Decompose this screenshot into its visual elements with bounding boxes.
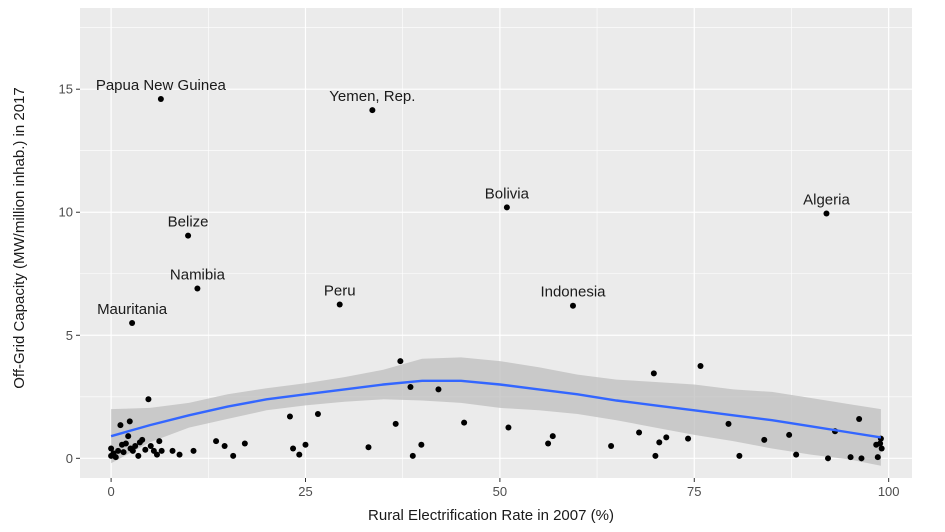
data-point bbox=[736, 452, 743, 459]
major-gridlines bbox=[80, 8, 912, 478]
data-point bbox=[856, 415, 863, 422]
data-point bbox=[115, 447, 122, 454]
data-point bbox=[122, 440, 129, 447]
point-label: Bolivia bbox=[485, 185, 530, 202]
labeled-data-point bbox=[369, 107, 376, 114]
data-point bbox=[877, 440, 884, 447]
confidence-band bbox=[111, 357, 881, 466]
data-point bbox=[176, 451, 183, 458]
data-point bbox=[636, 429, 643, 436]
data-point bbox=[397, 358, 404, 365]
labeled-data-point bbox=[569, 302, 576, 309]
y-tick-label: 10 bbox=[59, 205, 73, 220]
point-labels: Papua New Guinea Yemen, Rep. Belize Namibia… bbox=[96, 77, 851, 318]
data-point bbox=[117, 422, 124, 429]
point-label: Mauritania bbox=[97, 301, 168, 318]
y-tick-label: 15 bbox=[59, 82, 73, 97]
data-point bbox=[786, 431, 793, 438]
data-point bbox=[407, 383, 414, 390]
data-point bbox=[545, 440, 552, 447]
data-point bbox=[135, 452, 142, 459]
data-point bbox=[663, 434, 670, 441]
data-point bbox=[241, 440, 248, 447]
x-tick-label: 75 bbox=[687, 484, 701, 499]
data-point bbox=[112, 454, 119, 461]
labeled-data-point bbox=[185, 232, 192, 239]
point-label: Algeria bbox=[803, 191, 850, 208]
data-point bbox=[190, 447, 197, 454]
y-tick-label: 0 bbox=[66, 451, 73, 466]
labeled-data-point bbox=[194, 285, 201, 292]
x-axis-title: Rural Electrification Rate in 2007 (%) bbox=[368, 507, 614, 524]
labeled-data-point bbox=[157, 96, 164, 103]
data-point bbox=[221, 443, 228, 450]
labeled-data-point bbox=[503, 204, 510, 211]
data-point bbox=[392, 420, 399, 427]
data-point bbox=[418, 441, 425, 448]
data-point bbox=[793, 451, 800, 458]
data-point bbox=[169, 447, 176, 454]
point-label: Belize bbox=[168, 214, 209, 231]
labeled-data-point bbox=[336, 301, 343, 308]
data-point bbox=[230, 452, 237, 459]
data-point bbox=[365, 444, 372, 451]
data-point bbox=[125, 433, 132, 440]
data-point bbox=[286, 413, 293, 420]
data-point bbox=[825, 455, 832, 462]
data-point bbox=[878, 445, 885, 452]
data-point bbox=[650, 370, 657, 377]
x-axis-ticks: 0 25 50 75 100 bbox=[107, 478, 900, 499]
data-point bbox=[435, 386, 442, 393]
data-point bbox=[158, 447, 165, 454]
data-point bbox=[290, 445, 297, 452]
data-point bbox=[129, 447, 136, 454]
data-point bbox=[652, 452, 659, 459]
data-point bbox=[120, 449, 127, 456]
point-label: Yemen, Rep. bbox=[329, 88, 415, 105]
data-point bbox=[505, 424, 512, 431]
point-label: Peru bbox=[324, 283, 356, 300]
data-point bbox=[656, 439, 663, 446]
data-point bbox=[874, 454, 881, 461]
data-point bbox=[761, 436, 768, 443]
data-point bbox=[139, 436, 146, 443]
data-point bbox=[847, 454, 854, 461]
data-point bbox=[126, 418, 133, 425]
data-point bbox=[314, 411, 321, 418]
y-tick-label: 5 bbox=[66, 328, 73, 343]
y-axis-ticks: 0 5 10 15 bbox=[59, 82, 80, 466]
data-point bbox=[858, 455, 865, 462]
x-tick-label: 25 bbox=[298, 484, 312, 499]
data-point bbox=[608, 443, 615, 450]
data-point bbox=[725, 420, 732, 427]
data-point bbox=[549, 433, 556, 440]
data-point bbox=[409, 452, 416, 459]
point-label: Namibia bbox=[170, 267, 226, 284]
data-point bbox=[132, 443, 139, 450]
data-point bbox=[145, 396, 152, 403]
x-tick-label: 50 bbox=[493, 484, 507, 499]
data-point bbox=[153, 451, 160, 458]
data-point bbox=[302, 441, 309, 448]
data-point bbox=[697, 363, 704, 370]
data-points bbox=[108, 96, 885, 462]
x-tick-label: 0 bbox=[107, 484, 114, 499]
y-axis-title: Off-Grid Capacity (MW/million inhab.) in… bbox=[11, 87, 28, 389]
trend-line bbox=[110, 379, 882, 439]
data-point bbox=[142, 446, 149, 453]
x-tick-label: 100 bbox=[878, 484, 900, 499]
data-point bbox=[461, 419, 468, 426]
point-label: Indonesia bbox=[540, 284, 606, 301]
data-point bbox=[685, 435, 692, 442]
data-point bbox=[108, 445, 115, 452]
point-label: Papua New Guinea bbox=[96, 77, 227, 94]
labeled-data-point bbox=[129, 319, 136, 326]
data-point bbox=[156, 438, 163, 445]
data-point bbox=[213, 438, 220, 445]
data-point bbox=[147, 443, 154, 450]
data-point bbox=[296, 451, 303, 458]
labeled-data-point bbox=[823, 210, 830, 217]
